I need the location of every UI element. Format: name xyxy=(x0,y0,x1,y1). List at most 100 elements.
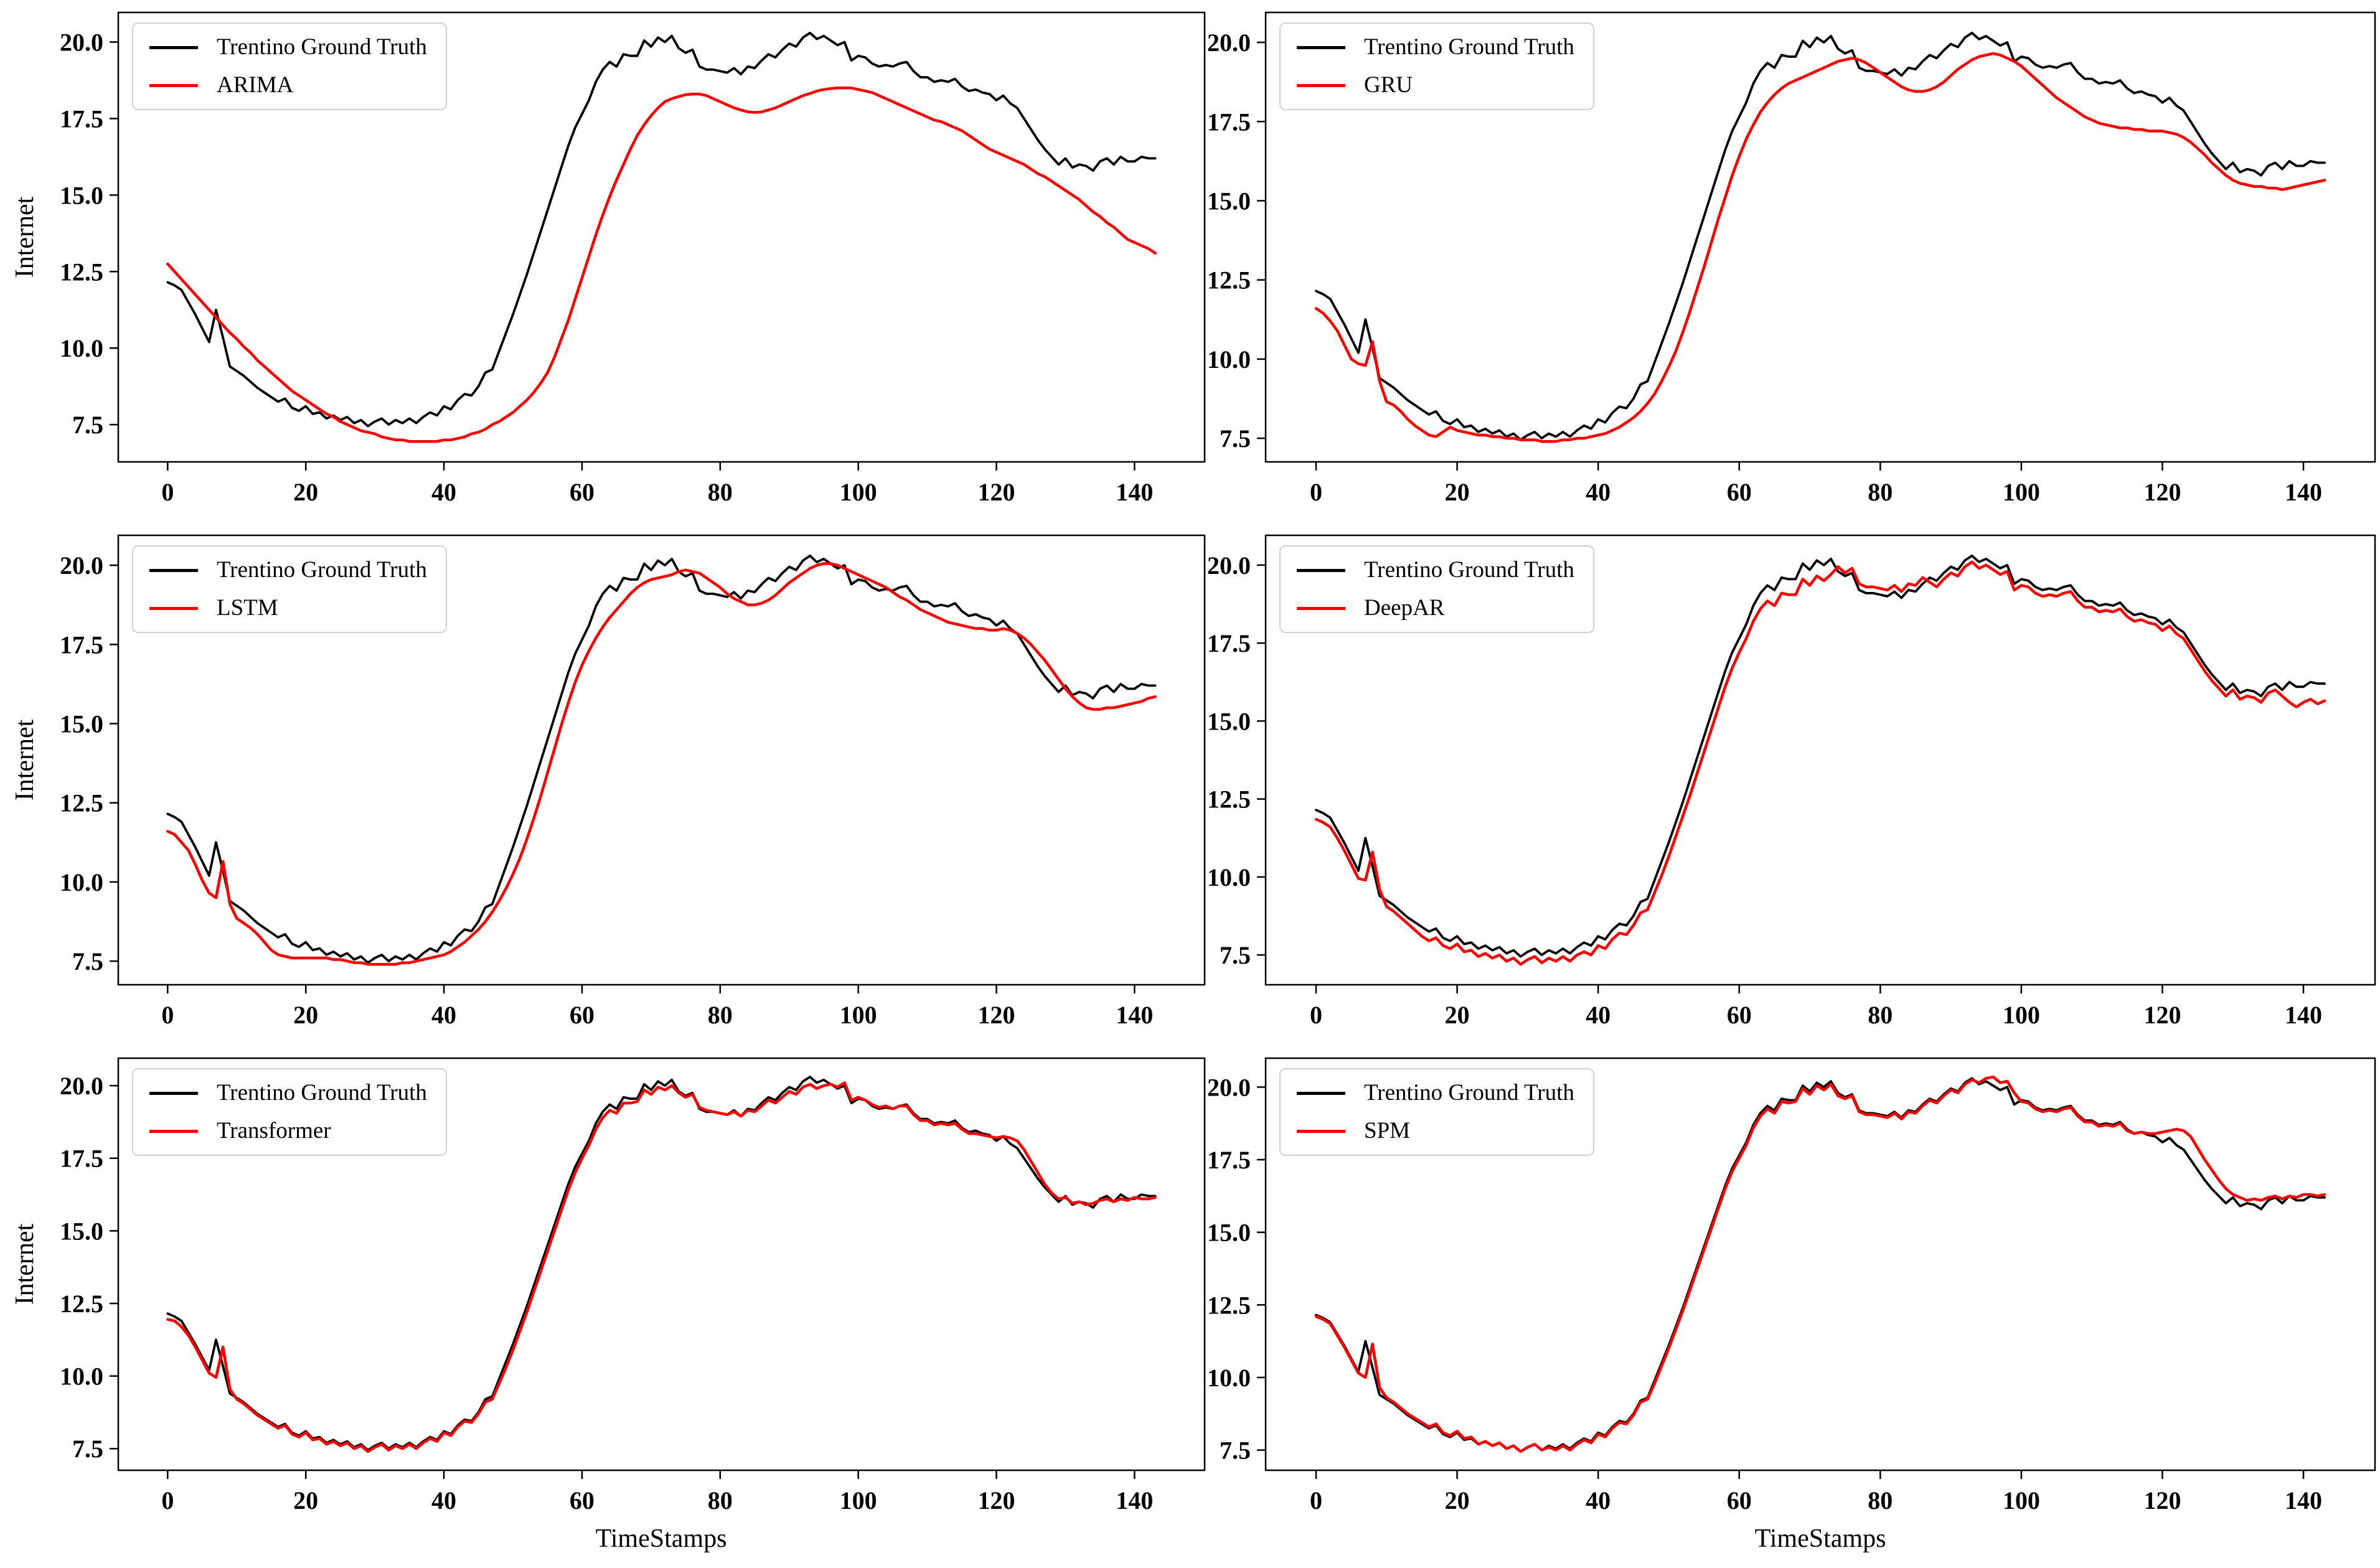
prediction-line-arima xyxy=(166,87,1157,443)
x-tick-label: 0 xyxy=(161,478,174,506)
y-tick-label: 17.5 xyxy=(1207,1146,1251,1174)
legend-label-model: GRU xyxy=(1364,72,1413,98)
y-tick-label: 12.5 xyxy=(1207,266,1251,294)
prediction-line-sample xyxy=(149,1129,198,1133)
x-tick-label: 0 xyxy=(1310,478,1322,506)
x-tick-label: 140 xyxy=(2285,1001,2322,1029)
legend-entry-ground-truth: Trentino Ground Truth xyxy=(1297,557,1574,583)
x-tick-label: 80 xyxy=(1868,1486,1893,1514)
x-tick-label: 40 xyxy=(1586,1486,1611,1514)
x-tick-label: 40 xyxy=(431,478,456,506)
x-tick-label: 60 xyxy=(1727,1001,1752,1029)
legend-label-model: DeepAR xyxy=(1364,594,1445,621)
y-tick-label: 17.5 xyxy=(1207,108,1251,136)
y-tick-label: 12.5 xyxy=(60,258,103,286)
legend-entry-ground-truth: Trentino Ground Truth xyxy=(1297,34,1574,60)
x-tick-label: 100 xyxy=(2003,478,2040,506)
y-tick-label: 7.5 xyxy=(72,947,103,975)
prediction-line-lstm xyxy=(166,562,1157,966)
x-tick-label: 20 xyxy=(1445,1486,1470,1514)
x-tick-label: 120 xyxy=(978,1486,1015,1514)
y-tick-label: 7.5 xyxy=(72,1435,103,1463)
x-tick-label: 80 xyxy=(1868,478,1893,506)
x-tick-label: 0 xyxy=(1310,1486,1322,1514)
x-tick-label: 20 xyxy=(1445,478,1470,506)
y-tick-label: 15.0 xyxy=(1207,707,1251,735)
legend-entry-ground-truth: Trentino Ground Truth xyxy=(149,1080,427,1106)
y-tick-label: 12.5 xyxy=(60,1290,103,1318)
y-tick-label: 15.0 xyxy=(1207,1219,1251,1247)
x-tick-label: 80 xyxy=(708,1486,733,1514)
x-tick-label: 20 xyxy=(293,478,318,506)
legend-entry-model: SPM xyxy=(1297,1118,1574,1144)
legend-entry-model: LSTM xyxy=(149,594,427,621)
legend-label-ground-truth: Trentino Ground Truth xyxy=(217,34,427,60)
x-tick-label: 40 xyxy=(1586,478,1611,506)
y-tick-label: 15.0 xyxy=(60,181,103,209)
legend-label-ground-truth: Trentino Ground Truth xyxy=(217,1080,427,1106)
x-axis-label-right: TimeStamps xyxy=(1754,1524,1886,1553)
x-tick-label: 40 xyxy=(431,1486,456,1514)
legend-entry-ground-truth: Trentino Ground Truth xyxy=(149,557,427,583)
prediction-line-deepar xyxy=(1314,560,2326,966)
legend-label-model: ARIMA xyxy=(217,72,294,98)
y-tick-label: 17.5 xyxy=(60,631,103,659)
x-tick-label: 60 xyxy=(570,1001,595,1029)
x-tick-label: 140 xyxy=(1116,478,1153,506)
ground-truth-line-sample xyxy=(149,45,198,49)
x-tick-label: 100 xyxy=(2003,1001,2040,1029)
y-tick-label: 15.0 xyxy=(1207,187,1251,215)
ground-truth-line-sample xyxy=(149,1091,198,1095)
legend-spm: Trentino Ground Truth SPM xyxy=(1279,1068,1594,1157)
y-tick-label: 10.0 xyxy=(60,1363,103,1391)
x-tick-label: 0 xyxy=(1310,1001,1322,1029)
x-tick-label: 20 xyxy=(293,1001,318,1029)
x-tick-label: 140 xyxy=(1116,1486,1153,1514)
y-tick-label: 20.0 xyxy=(1207,29,1251,57)
x-tick-label: 120 xyxy=(978,478,1015,506)
ground-truth-line-sample xyxy=(1297,1091,1345,1095)
prediction-line-spm xyxy=(1314,1075,2326,1453)
x-tick-label: 100 xyxy=(840,1486,877,1514)
x-tick-label: 0 xyxy=(161,1486,174,1514)
legend-entry-ground-truth: Trentino Ground Truth xyxy=(1297,1080,1574,1106)
y-tick-label: 15.0 xyxy=(60,1217,103,1245)
x-tick-label: 140 xyxy=(1116,1001,1153,1029)
legend-entry-ground-truth: Trentino Ground Truth xyxy=(149,34,427,60)
x-tick-label: 100 xyxy=(840,1001,877,1029)
y-axis-label-row1: Internet xyxy=(11,196,39,278)
legend-arima: Trentino Ground Truth ARIMA xyxy=(132,22,447,111)
x-tick-label: 0 xyxy=(161,1001,174,1029)
y-tick-label: 10.0 xyxy=(60,868,103,896)
legend-deepar: Trentino Ground Truth DeepAR xyxy=(1279,545,1594,634)
x-tick-label: 80 xyxy=(1868,1001,1893,1029)
x-tick-label: 120 xyxy=(978,1001,1015,1029)
y-tick-label: 10.0 xyxy=(1207,345,1251,373)
prediction-line-sample xyxy=(1297,606,1345,610)
prediction-line-sample xyxy=(1297,83,1345,87)
y-tick-label: 7.5 xyxy=(72,411,103,439)
y-tick-label: 10.0 xyxy=(1207,1364,1251,1392)
y-axis-label-row2: Internet xyxy=(11,719,39,801)
x-tick-label: 140 xyxy=(2285,1486,2322,1514)
x-tick-label: 20 xyxy=(1445,1001,1470,1029)
y-tick-label: 7.5 xyxy=(1220,425,1251,453)
y-tick-label: 15.0 xyxy=(60,710,103,738)
prediction-line-sample xyxy=(149,606,198,610)
legend-label-model: Transformer xyxy=(217,1117,331,1143)
prediction-line-sample xyxy=(149,83,198,87)
legend-label-ground-truth: Trentino Ground Truth xyxy=(217,557,427,583)
ground-truth-line xyxy=(1315,31,2326,441)
x-tick-label: 60 xyxy=(570,1486,595,1514)
legend-transformer: Trentino Ground Truth Transformer xyxy=(132,1068,447,1157)
y-tick-label: 20.0 xyxy=(60,1072,103,1100)
ground-truth-line-sample xyxy=(1297,568,1345,572)
prediction-line-sample xyxy=(1297,1129,1345,1133)
x-tick-label: 80 xyxy=(708,1001,733,1029)
x-axis-label-left: TimeStamps xyxy=(595,1524,727,1553)
x-tick-label: 120 xyxy=(2143,1001,2181,1029)
legend-label-model: LSTM xyxy=(217,594,278,621)
legend-entry-model: Transformer xyxy=(149,1117,427,1144)
